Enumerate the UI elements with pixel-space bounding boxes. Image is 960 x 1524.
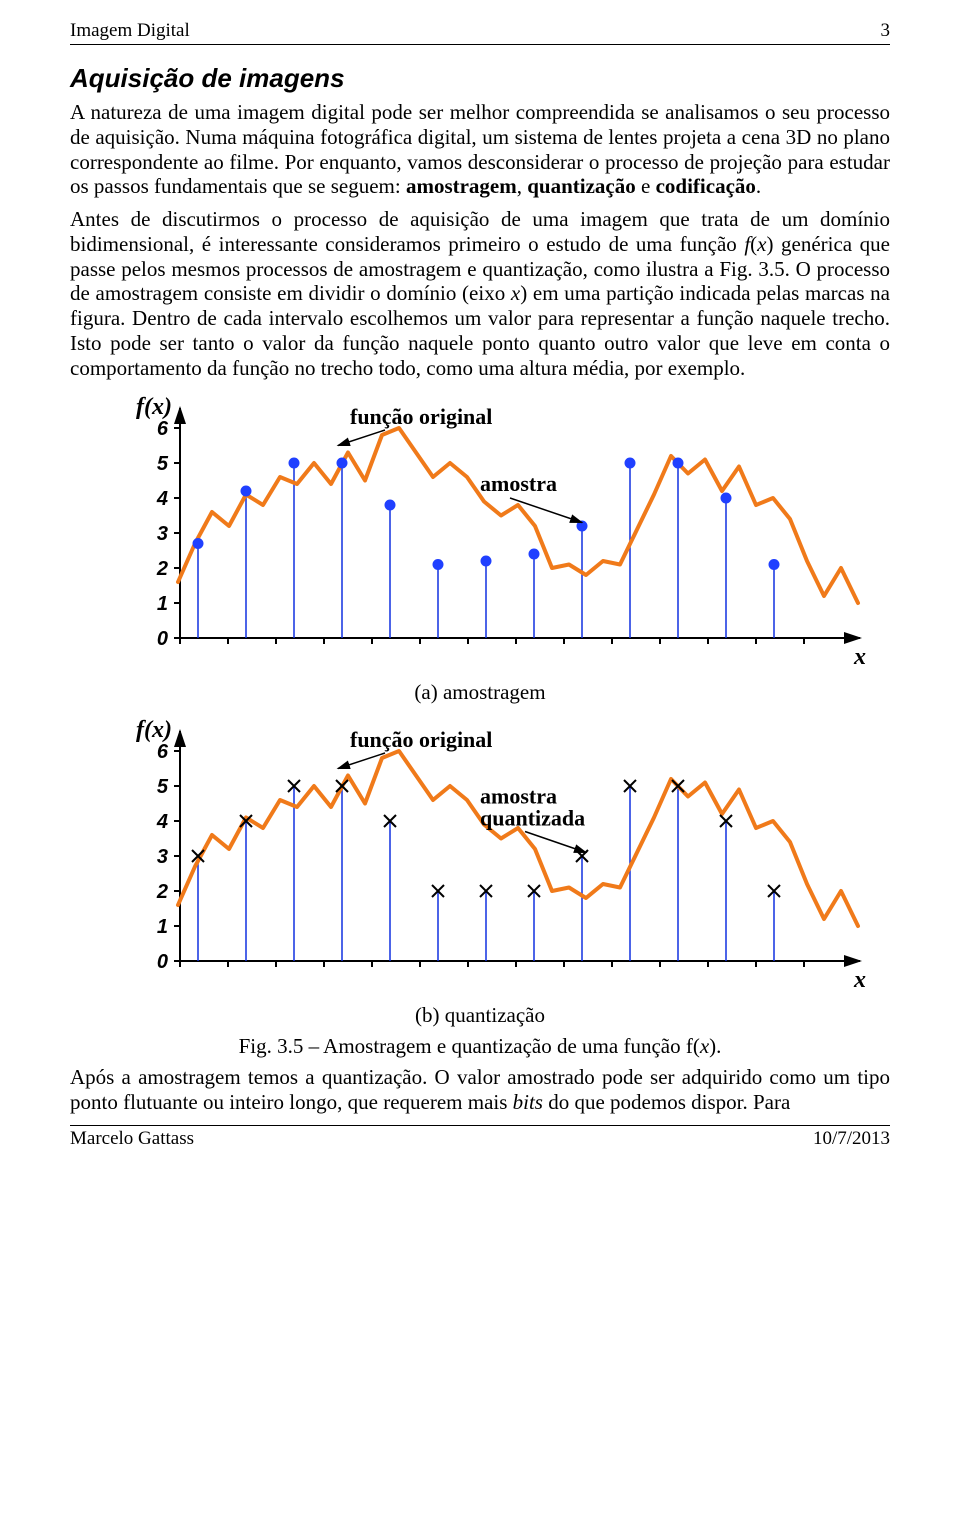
chart-sampling: 0 1 2 3 4 5 6f(x) x função original amostra [70,388,890,678]
caption-b: (b) quantização [70,1003,890,1028]
label-sample: amostra [480,471,557,496]
sample-point [721,493,731,503]
y-axis-label: f(x) [136,394,172,420]
sample-point [193,539,203,549]
footer-author: Marcelo Gattass [70,1128,194,1150]
y-tick-label: 6 [157,741,169,763]
sample-point [289,458,299,468]
y-tick-label: 4 [156,811,168,833]
page-footer: Marcelo Gattass 10/7/2013 [70,1125,890,1150]
sample-point [337,458,347,468]
y-tick-label: 0 [157,951,168,973]
x-axis-label: x [853,644,866,670]
y-tick-label: 5 [157,453,169,475]
caption-a: (a) amostragem [70,680,890,705]
y-tick-label: 4 [156,488,168,510]
y-tick-label: 1 [157,593,168,615]
page-header: Imagem Digital 3 [70,20,890,45]
paragraph-2: Antes de discutirmos o processo de aquis… [70,207,890,380]
chart-quantization: 0123456f(x)xfunção originalamostraquanti… [70,711,890,1001]
y-tick-label: 1 [157,916,168,938]
y-tick-label: 6 [157,418,169,440]
footer-date: 10/7/2013 [813,1128,890,1150]
paragraph-1: A natureza de uma imagem digital pode se… [70,100,890,199]
original-function-curve [178,428,858,603]
figure-caption: Fig. 3.5 – Amostragem e quantização de u… [70,1034,890,1059]
y-axis-label: f(x) [136,717,172,743]
section-title: Aquisição de imagens [70,63,890,94]
header-left: Imagem Digital [70,20,190,42]
header-page-number: 3 [881,20,891,42]
figure-3-5: 0123456f(x)xfunção originalamostra (a) a… [70,388,890,1059]
x-axis-label: x [853,967,866,993]
sample-point [241,486,251,496]
y-tick-label: 3 [157,846,168,868]
label-original-function: função original [350,727,492,752]
y-tick-label: 2 [156,881,168,903]
paragraph-3: Após a amostragem temos a quantização. O… [70,1065,890,1115]
y-tick-label: 2 [156,558,168,580]
y-tick-label: 0 [157,628,168,650]
sample-point [625,458,635,468]
sample-point [385,500,395,510]
sample-point [769,560,779,570]
sample-point [433,560,443,570]
label-original-function: função original [350,404,492,429]
y-tick-label: 5 [157,776,169,798]
sample-point [529,549,539,559]
label-sample-quantized-2: quantizada [480,806,585,831]
sample-point [481,556,491,566]
original-function-curve [178,751,858,926]
sample-point [673,458,683,468]
y-tick-label: 3 [157,523,168,545]
